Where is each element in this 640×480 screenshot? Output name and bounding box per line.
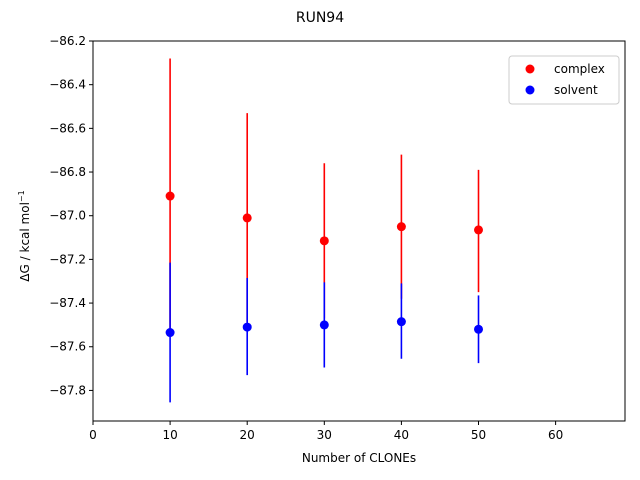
x-tick-label-4: 40 bbox=[394, 428, 409, 442]
y-axis-label-sup: −1 bbox=[17, 190, 26, 202]
x-axis-label: Number of CLONEs bbox=[302, 451, 416, 465]
chart-title: RUN94 bbox=[296, 10, 344, 26]
complex-point-4 bbox=[474, 225, 484, 235]
solvent-point-4 bbox=[474, 324, 484, 334]
complex-point-3 bbox=[396, 222, 406, 232]
x-tick-label-1: 10 bbox=[162, 428, 177, 442]
y-tick-label-5: −86.8 bbox=[49, 165, 86, 179]
legend-marker-solvent bbox=[525, 85, 535, 95]
y-tick-label-0: −87.8 bbox=[49, 383, 86, 397]
y-tick-label-2: −87.4 bbox=[49, 296, 86, 310]
y-tick-label-1: −87.6 bbox=[49, 340, 86, 354]
y-tick-label-3: −87.2 bbox=[49, 252, 86, 266]
solvent-point-1 bbox=[242, 322, 252, 332]
legend-box bbox=[508, 55, 620, 105]
y-axis-label-main: ΔG / kcal mol bbox=[18, 202, 32, 282]
y-tick-label-7: −86.4 bbox=[49, 78, 86, 92]
y-tick-label-8: −86.2 bbox=[49, 34, 86, 48]
legend-marker-complex bbox=[525, 64, 535, 74]
solvent-point-0 bbox=[165, 328, 175, 338]
legend-label-solvent: solvent bbox=[554, 83, 598, 97]
x-tick-label-5: 50 bbox=[471, 428, 486, 442]
y-axis-label: ΔG / kcal mol−1 bbox=[17, 190, 32, 281]
x-tick-label-6: 60 bbox=[548, 428, 563, 442]
y-tick-label-4: −87.0 bbox=[49, 209, 86, 223]
plot-area bbox=[165, 58, 484, 403]
axes-frame bbox=[92, 40, 626, 422]
complex-point-2 bbox=[319, 236, 329, 246]
legend: complex solvent bbox=[508, 55, 620, 105]
y-tick-label-6: −86.6 bbox=[49, 121, 86, 135]
legend-label-complex: complex bbox=[554, 62, 605, 76]
solvent-point-3 bbox=[396, 317, 406, 327]
complex-point-1 bbox=[242, 213, 252, 223]
x-tick-label-2: 20 bbox=[240, 428, 255, 442]
axes: 0 10 20 30 40 50 60 −87.8 −87.6 −87.4 −87.2 −87.0 −8… bbox=[49, 34, 626, 442]
x-tick-label-0: 0 bbox=[89, 428, 97, 442]
complex-point-0 bbox=[165, 191, 175, 201]
x-tick-label-3: 30 bbox=[317, 428, 332, 442]
solvent-point-2 bbox=[319, 320, 329, 330]
